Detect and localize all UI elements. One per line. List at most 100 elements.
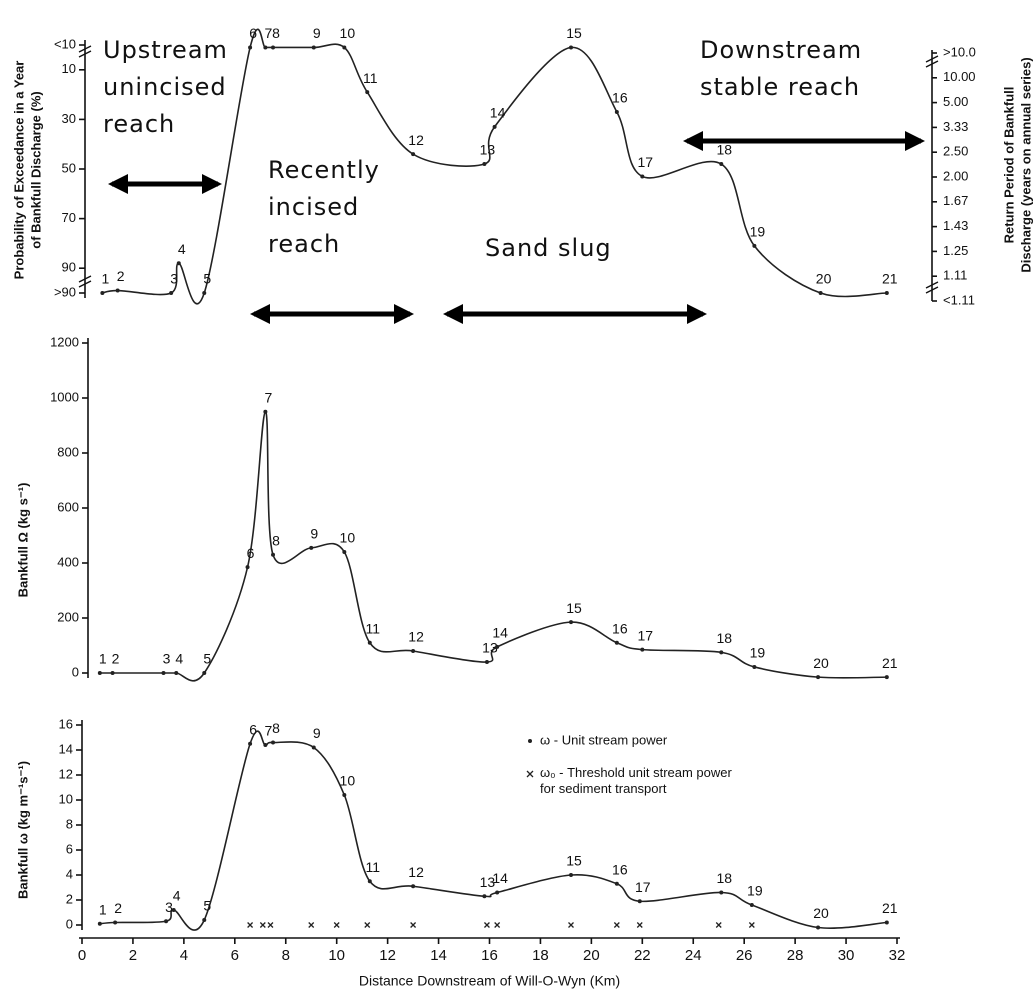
point-label: 14 — [492, 870, 508, 886]
threshold-marker — [715, 922, 722, 928]
point-label: 10 — [340, 25, 356, 41]
x-tick-label: 16 — [481, 947, 498, 964]
point-label: 4 — [175, 651, 183, 667]
y-tick-label: 50 — [62, 160, 76, 175]
point-label: 15 — [566, 25, 582, 41]
threshold-marker — [364, 922, 371, 928]
data-point — [495, 890, 500, 895]
series-line — [102, 28, 887, 305]
point-label: 15 — [566, 600, 582, 616]
data-point — [202, 918, 207, 922]
x-tick-label: 18 — [532, 947, 549, 964]
point-label: 5 — [203, 271, 211, 287]
threshold-marker — [410, 922, 417, 928]
y-tick-label: 8 — [66, 816, 73, 831]
point-label: 8 — [272, 532, 280, 548]
data-point — [495, 644, 500, 649]
data-point — [640, 647, 645, 652]
data-point — [342, 793, 347, 797]
point-label: 3 — [163, 651, 171, 667]
point-label: 1 — [99, 901, 107, 917]
data-point — [492, 124, 497, 129]
data-point — [311, 45, 316, 50]
data-point — [342, 45, 347, 50]
annotation: reach — [103, 110, 175, 138]
point-label: 18 — [716, 870, 732, 886]
point-label: 20 — [816, 271, 832, 287]
point-label: 20 — [813, 655, 829, 671]
y2-tick-label: >10.0 — [943, 44, 976, 59]
annotation: stable reach — [700, 73, 860, 101]
data-point — [271, 552, 276, 557]
point-label: 16 — [612, 861, 628, 877]
y-tick-label: 14 — [59, 741, 73, 756]
point-label: 13 — [480, 142, 496, 158]
point-label: 21 — [882, 655, 898, 671]
y-tick-label: 1000 — [50, 389, 79, 404]
data-point — [97, 921, 102, 926]
data-point — [309, 545, 314, 550]
data-point — [97, 671, 102, 675]
y2-tick-label: 5.00 — [943, 94, 968, 109]
data-point — [884, 920, 889, 925]
point-label: 13 — [480, 874, 496, 890]
y2-tick-label: 10.00 — [943, 69, 976, 84]
x-tick-label: 10 — [328, 947, 345, 964]
y2-tick-label: 1.67 — [943, 193, 968, 208]
point-label: 6 — [249, 25, 257, 41]
point-label: 21 — [882, 271, 898, 287]
point-label: 5 — [203, 898, 211, 914]
y-tick-label: <10 — [54, 36, 76, 51]
data-point — [482, 894, 487, 899]
data-point — [816, 925, 821, 930]
data-point — [248, 741, 253, 746]
point-label: 17 — [638, 154, 654, 170]
x-tick-label: 22 — [634, 947, 651, 964]
legend-label: ω - Unit stream power — [540, 732, 668, 747]
data-point — [161, 671, 166, 675]
point-label: 1 — [101, 271, 109, 287]
data-point — [115, 288, 120, 293]
y-tick-label: 800 — [57, 444, 79, 459]
threshold-marker — [636, 922, 643, 928]
point-label: 7 — [264, 389, 272, 405]
point-label: 3 — [170, 271, 178, 287]
point-label: 9 — [313, 725, 321, 741]
legend-marker — [528, 739, 532, 743]
annotation: incised — [268, 193, 359, 221]
annotation: Upstream — [103, 36, 228, 64]
threshold-marker — [333, 922, 340, 928]
y-tick-label: 16 — [59, 716, 73, 731]
x-tick-label: 24 — [685, 947, 702, 964]
point-label: 8 — [272, 25, 280, 41]
data-point — [202, 291, 207, 295]
y-tick-label: 1200 — [50, 334, 79, 349]
point-label: 14 — [492, 625, 508, 641]
data-point — [818, 291, 823, 295]
point-label: 1 — [99, 651, 107, 667]
y-tick-label: 0 — [72, 664, 79, 679]
point-label: 9 — [313, 25, 321, 41]
x-axis-label: Distance Downstream of Will-O-Wyn (Km) — [359, 973, 620, 989]
threshold-marker — [568, 922, 574, 928]
annotation: unincised — [103, 73, 227, 101]
data-point — [263, 45, 268, 50]
point-label: 15 — [566, 853, 582, 869]
data-point — [110, 671, 115, 675]
reach-arrows — [108, 131, 925, 324]
data-point — [482, 162, 487, 167]
annotation: Sand slug — [485, 234, 612, 262]
legend-marker — [526, 770, 534, 778]
y-axis-label: Bankfull ω (kg m⁻¹s⁻¹) — [15, 761, 30, 899]
x-tick-label: 8 — [282, 947, 290, 964]
point-label: 9 — [310, 526, 318, 542]
series-line — [99, 410, 887, 682]
legend-label: ω₀ - Threshold unit stream power for sedi… — [540, 765, 733, 796]
x-tick-label: 4 — [180, 947, 188, 964]
y-tick-label: 30 — [62, 111, 76, 126]
point-label: 3 — [165, 899, 173, 915]
data-point — [113, 920, 118, 925]
x-tick-label: 12 — [379, 947, 396, 964]
data-point — [171, 908, 176, 912]
